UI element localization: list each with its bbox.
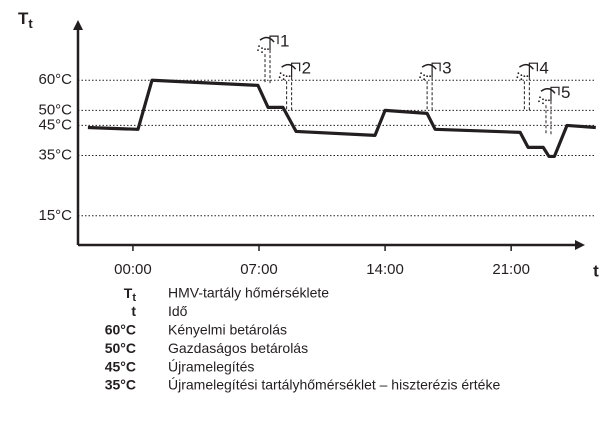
shower-annotation <box>538 86 560 136</box>
shower-drop <box>258 45 260 47</box>
legend-symbol-main: T <box>124 285 133 301</box>
annotation-label: 4 <box>539 59 548 78</box>
shower-drop <box>520 78 523 81</box>
shower-drop <box>288 75 291 78</box>
shower-drop <box>523 75 526 78</box>
shower-drop <box>257 49 259 51</box>
shower-drop <box>542 98 544 101</box>
shower-drop <box>516 76 519 79</box>
shower-drop <box>538 100 540 103</box>
annotation-label: 3 <box>442 59 451 78</box>
legend-text: Gazdaságos betárolás <box>168 340 308 356</box>
shower-arm <box>431 62 441 78</box>
shower-drop <box>261 51 263 53</box>
shower-drop <box>526 75 529 78</box>
temperature-line <box>87 78 596 159</box>
shower-drop <box>548 99 550 102</box>
shower-arm <box>291 62 301 78</box>
shower-drop <box>282 78 285 81</box>
legend-symbol: 45°C <box>105 358 136 374</box>
legend-symbol-sub: t <box>132 292 136 304</box>
annotation-label: 5 <box>561 83 570 102</box>
shower-drop <box>517 72 520 75</box>
shower-drop <box>539 96 541 99</box>
legend-text: Idő <box>168 303 188 319</box>
shower-drop <box>282 74 285 77</box>
shower-annotation <box>419 62 441 112</box>
y-axis-label-main: T <box>18 9 29 28</box>
y-axis-label: Tt <box>18 9 33 31</box>
shower-head <box>281 63 297 70</box>
shower-head <box>421 63 437 70</box>
y-tick-label: 15°C <box>38 207 72 224</box>
shower-drop <box>426 75 429 78</box>
x-axis-label: t <box>593 261 599 280</box>
shower-drop <box>279 72 282 75</box>
x-tick-label: 14:00 <box>366 261 404 278</box>
x-tick-label: 00:00 <box>114 261 152 278</box>
shower-drop <box>261 47 263 49</box>
legend-symbol: t <box>131 303 136 319</box>
shower-drop <box>264 48 266 50</box>
legend-symbol: Tt <box>124 285 137 304</box>
y-tick-label: 35°C <box>38 147 72 164</box>
y-axis-label-sub: t <box>28 16 33 31</box>
shower-head <box>540 88 556 94</box>
shower-drop <box>542 102 544 105</box>
shower-drop <box>420 72 423 75</box>
x-tick-label: 21:00 <box>492 261 530 278</box>
x-tick-label: 07:00 <box>240 261 278 278</box>
shower-drop <box>278 76 281 79</box>
shower-drop <box>429 75 432 78</box>
y-tick-label: 50°C <box>38 101 72 118</box>
shower-drop <box>423 74 426 77</box>
legend-text: Újramelegítési tartályhőmérséklet – hisz… <box>168 377 500 393</box>
legend-symbol: 35°C <box>105 377 136 393</box>
annotation-label: 2 <box>302 59 311 78</box>
shower-drop <box>520 74 523 77</box>
x-axis-arrow <box>575 240 585 250</box>
y-axis-arrow <box>73 20 83 30</box>
legend-text: Újramelegítés <box>168 358 254 374</box>
legend-symbol: 50°C <box>105 340 136 356</box>
shower-annotation <box>516 62 538 112</box>
y-tick-label: 60°C <box>38 71 72 88</box>
shower-arm <box>269 35 279 51</box>
shower-arm <box>550 86 560 102</box>
legend-text: Kényelmi betárolás <box>168 322 287 338</box>
shower-drop <box>285 75 288 78</box>
shower-annotation <box>278 62 301 112</box>
shower-annotation <box>257 35 279 85</box>
shower-arm <box>528 62 538 78</box>
y-tick-label: 45°C <box>38 116 72 133</box>
shower-drop <box>545 99 547 102</box>
shower-drop <box>423 78 426 81</box>
legend-symbol: 60°C <box>105 322 136 338</box>
annotation-label: 1 <box>280 32 289 51</box>
shower-head <box>518 63 534 70</box>
shower-drop <box>267 48 269 50</box>
shower-drop <box>419 76 422 79</box>
legend-text: HMV-tartály hőmérséklete <box>168 285 329 301</box>
shower-head <box>259 36 275 43</box>
